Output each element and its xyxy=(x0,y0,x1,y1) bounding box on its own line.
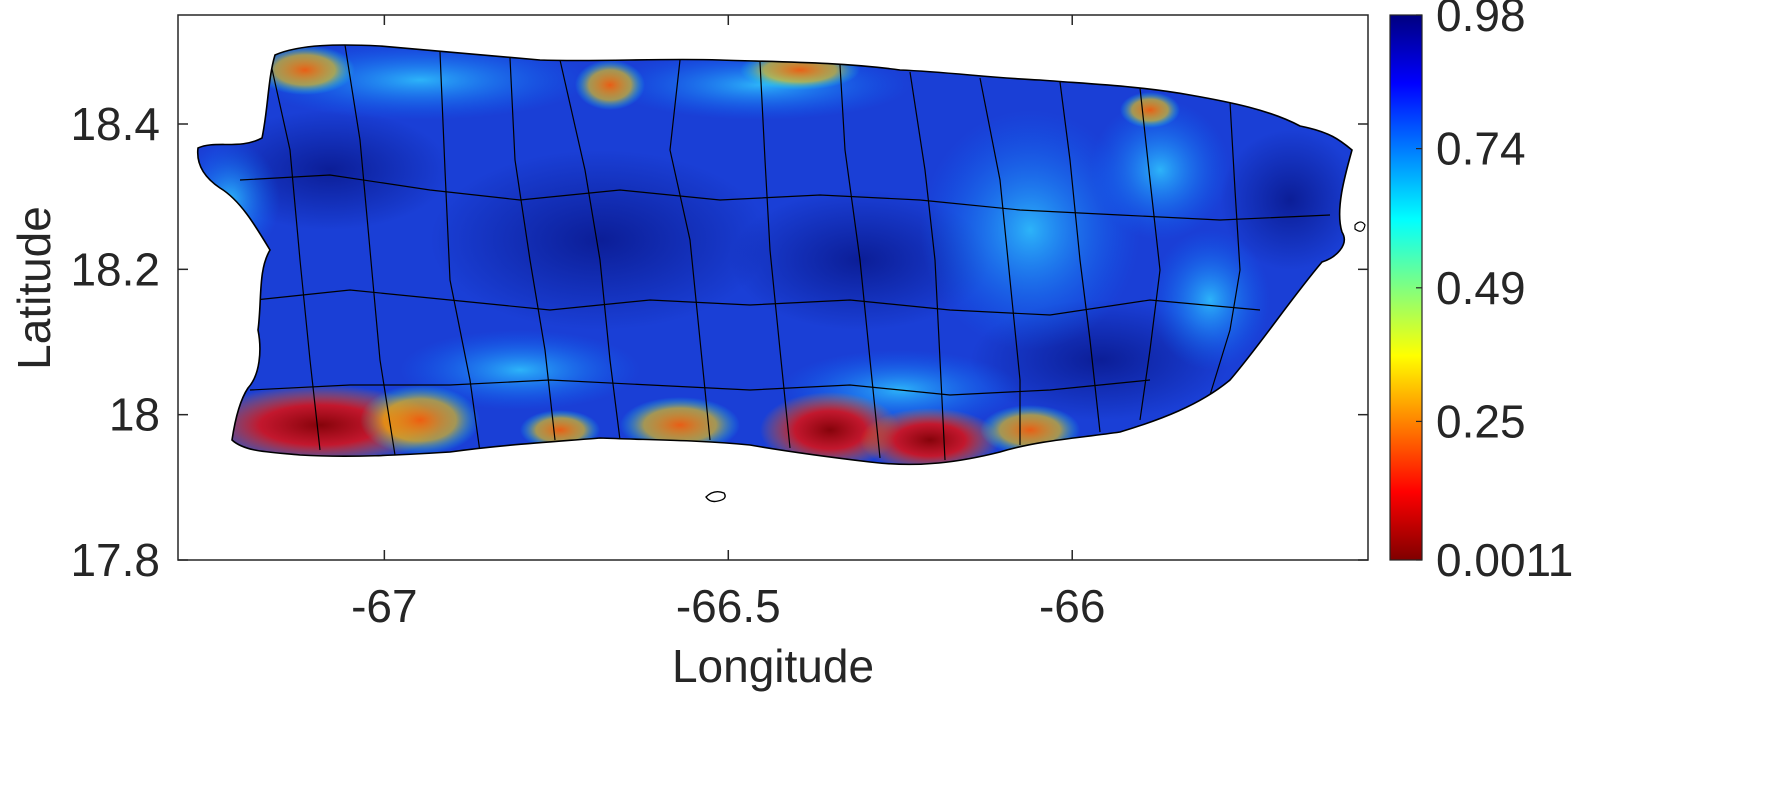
islet xyxy=(705,490,726,503)
y-axis-title: Latitude xyxy=(8,206,60,370)
colorbar-tick-label: 0.74 xyxy=(1436,123,1526,175)
x-tick-label: -67 xyxy=(351,580,417,632)
x-axis-ticks: -67 -66.5 -66 xyxy=(351,15,1105,632)
x-tick-label: -66.5 xyxy=(676,580,781,632)
colorbar-tick-label: 0.98 xyxy=(1436,0,1526,41)
y-tick-label: 18.4 xyxy=(70,98,160,150)
colorbar-tick-label: 0.0011 xyxy=(1436,534,1573,586)
heatmap-land xyxy=(197,44,1352,465)
x-axis-title: Longitude xyxy=(672,640,874,692)
y-axis-ticks: 18.4 18.2 18 17.8 xyxy=(70,98,1368,586)
y-tick-label: 18 xyxy=(109,389,160,441)
coastline xyxy=(196,44,1353,466)
colorbar-ticks: 0.98 0.74 0.49 0.25 0.0011 xyxy=(1416,0,1573,586)
municipality-boundaries xyxy=(239,44,1331,461)
colorbar-tick-label: 0.49 xyxy=(1436,262,1526,314)
x-tick-label: -66 xyxy=(1039,580,1105,632)
islet xyxy=(1354,221,1366,232)
y-tick-label: 18.2 xyxy=(70,243,160,295)
colorbar-tick-label: 0.25 xyxy=(1436,395,1526,447)
y-tick-label: 17.8 xyxy=(70,534,160,586)
